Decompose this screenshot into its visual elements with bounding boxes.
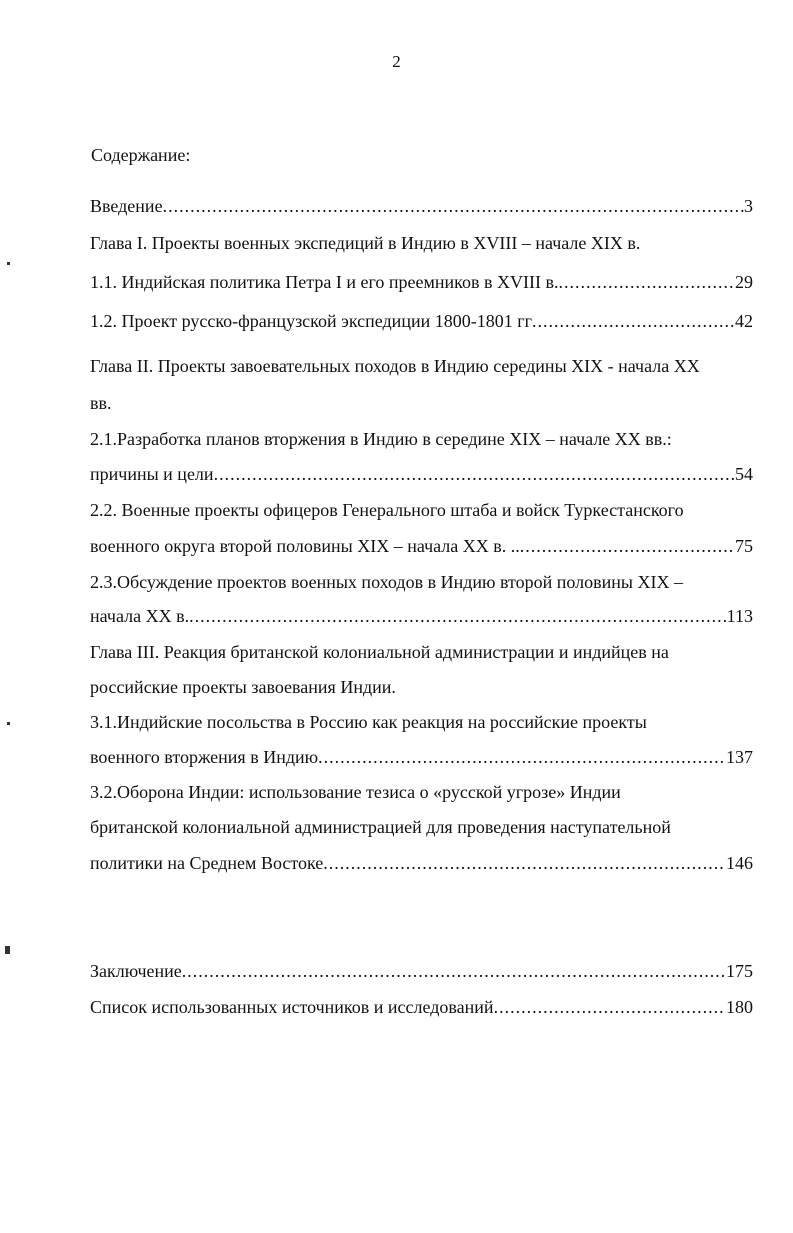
toc-entry-text: вв.	[90, 393, 112, 413]
toc-entry-text: военного вторжения в Индию	[90, 747, 319, 767]
toc-entry-text: 3.2.Оборона Индии: использование тезиса …	[90, 782, 621, 802]
toc-entry-page: 146	[726, 853, 753, 873]
dot-leader	[182, 961, 726, 982]
toc-entry-text: политики на Среднем Востоке	[90, 853, 324, 873]
scan-speck	[5, 946, 10, 954]
toc-entry: 1.2. Проект русско-французской экспедици…	[90, 311, 753, 335]
toc-entry-text: Введение	[90, 196, 163, 216]
dot-leader	[323, 853, 726, 874]
toc-entry: Глава III. Реакция британской колониальн…	[90, 642, 753, 666]
toc-entry-page: 113	[726, 606, 753, 626]
toc-entry-text: 2.1.Разработка планов вторжения в Индию …	[90, 429, 672, 449]
toc-entry: Глава II. Проекты завоевательных походов…	[90, 356, 753, 380]
page-number: 2	[392, 52, 401, 71]
dot-leader	[189, 606, 727, 627]
toc-entry: Список использованных источников и иссле…	[90, 997, 753, 1021]
toc-entry-text: Глава I. Проекты военных экспедиций в Ин…	[90, 233, 641, 253]
toc-entry-text: Глава II. Проекты завоевательных походов…	[90, 356, 700, 376]
toc-entry: Заключение 175	[90, 961, 753, 985]
toc-entry: 3.2.Оборона Индии: использование тезиса …	[90, 782, 753, 806]
toc-entry: военного округа второй половины XIX – на…	[90, 536, 753, 560]
toc-entry-page: 175	[726, 961, 753, 981]
toc-entry-text: 1.2. Проект русско-французской экспедици…	[90, 311, 532, 331]
toc-entry: военного вторжения в Индию 137	[90, 747, 753, 771]
toc-entry: 2.3.Обсуждение проектов военных походов …	[90, 572, 753, 596]
toc-entry-text: начала XX в.	[90, 606, 190, 626]
dot-leader	[163, 196, 744, 217]
toc-entry: 2.1.Разработка планов вторжения в Индию …	[90, 429, 753, 453]
toc-entry-text: Глава III. Реакция британской колониальн…	[90, 642, 669, 662]
toc-entry-text: британской колониальной администрацией д…	[90, 817, 671, 837]
toc-entry: 3.1.Индийские посольства в Россию как ре…	[90, 712, 753, 736]
dot-leader	[494, 997, 726, 1018]
toc-entry: политики на Среднем Востоке 146	[90, 853, 753, 877]
dot-leader	[558, 272, 735, 293]
toc-entry-text: 2.2. Военные проекты офицеров Генерально…	[90, 500, 684, 520]
scan-speck	[7, 262, 10, 265]
toc-entry-text: Список использованных источников и иссле…	[90, 997, 494, 1017]
dot-leader	[214, 464, 735, 485]
toc-entry-text: 1.1. Индийская политика Петра I и его пр…	[90, 272, 559, 292]
toc-entry-page: 42	[735, 311, 753, 331]
toc-entry: российские проекты завоевания Индии.	[90, 677, 753, 701]
toc-entry-page: 3	[744, 196, 753, 216]
toc-entry-text: военного округа второй половины XIX – на…	[90, 536, 520, 556]
toc-entry: вв.	[90, 393, 753, 417]
toc-entry-page: 180	[726, 997, 753, 1017]
toc-entry: 1.1. Индийская политика Петра I и его пр…	[90, 272, 753, 296]
toc-entry: Введение 3	[90, 196, 753, 220]
dot-leader	[532, 311, 735, 332]
toc-entry-text: российские проекты завоевания Индии.	[90, 677, 396, 697]
toc-entry-page: 75	[735, 536, 753, 556]
toc-entry: 2.2. Военные проекты офицеров Генерально…	[90, 500, 753, 524]
dot-leader	[520, 536, 735, 557]
toc-entry: британской колониальной администрацией д…	[90, 817, 753, 841]
toc-heading: Содержание:	[91, 145, 191, 165]
toc-entry-page: 54	[735, 464, 753, 484]
toc-entry-page: 137	[726, 747, 753, 767]
toc-entry-text: 3.1.Индийские посольства в Россию как ре…	[90, 712, 647, 732]
dot-leader	[318, 747, 726, 768]
toc-entry: причины и цели 54	[90, 464, 753, 488]
toc-entry-text: Заключение	[90, 961, 182, 981]
scan-speck	[7, 722, 10, 725]
toc-entry-text: 2.3.Обсуждение проектов военных походов …	[90, 572, 683, 592]
toc-entry-page: 29	[735, 272, 753, 292]
toc-entry: начала XX в. 113	[90, 606, 753, 630]
toc-entry-text: причины и цели	[90, 464, 214, 484]
toc-entry: Глава I. Проекты военных экспедиций в Ин…	[90, 233, 753, 257]
